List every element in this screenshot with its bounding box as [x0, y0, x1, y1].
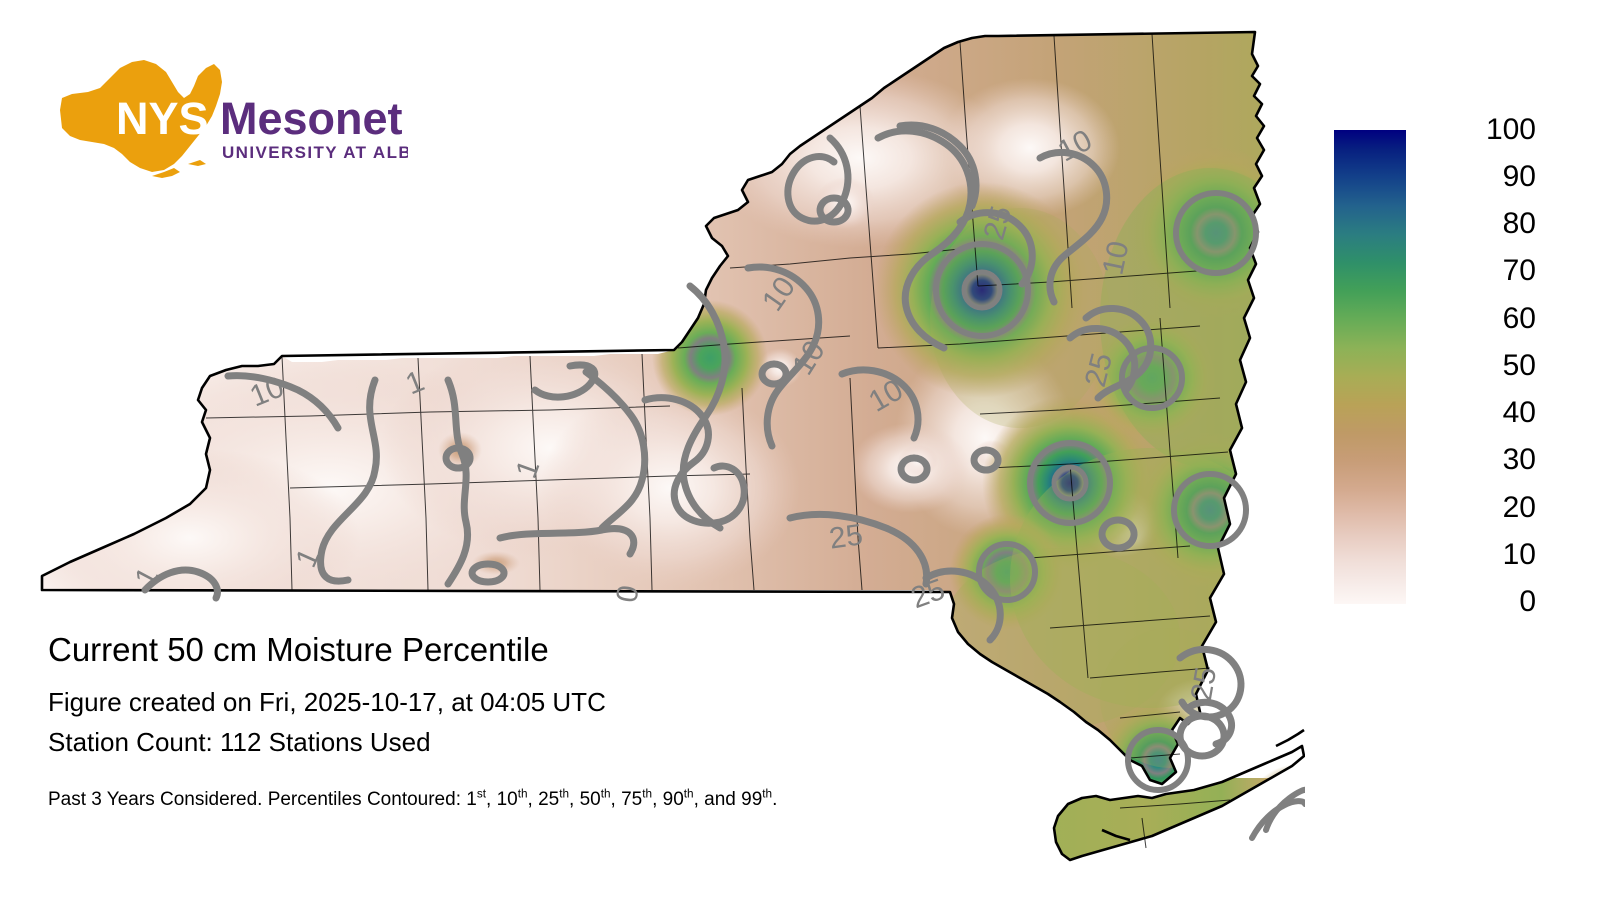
colorbar-tick-20: 20	[1502, 491, 1536, 524]
contour-label-25: 25	[1079, 350, 1119, 390]
logo-state-silhouette	[60, 60, 222, 178]
colorbar-gradient	[1334, 130, 1406, 604]
contour-lines	[141, 121, 1305, 841]
figure-created-timestamp: Figure created on Fri, 2025-10-17, at 04…	[48, 687, 606, 717]
page-title: Current 50 cm Moisture Percentile	[48, 631, 549, 668]
colorbar-tick-40: 40	[1502, 396, 1536, 429]
contour-label-10: 10	[1096, 238, 1135, 278]
contour-label-25: 25	[1185, 665, 1223, 704]
state-outline	[40, 30, 1305, 862]
contour-label-25: 25	[827, 518, 865, 555]
colorbar-tick-60: 60	[1502, 302, 1536, 335]
station-count-text: Station Count: 112 Stations Used	[48, 727, 431, 757]
colorbar-tick-30: 30	[1502, 443, 1536, 476]
nys-mesonet-logo: NYS Mesonet UNIVERSITY AT ALBANY	[48, 58, 408, 183]
moisture-percentile-map: 10 25 10 25 10 10 10 10 1 1 1 1 0 25 25 …	[30, 18, 1305, 888]
colorbar-tick-50: 50	[1502, 349, 1536, 382]
colorbar-tick-100: 100	[1485, 113, 1536, 146]
colorbar-tick-0: 0	[1519, 585, 1536, 618]
contour-footnote: Past 3 Years Considered. Percentiles Con…	[48, 787, 778, 810]
colorbar-tick-70: 70	[1502, 254, 1536, 287]
logo-tagline-text: UNIVERSITY AT ALBANY	[222, 143, 408, 162]
contour-label-0: 0	[610, 583, 645, 605]
colorbar-tick-10: 10	[1502, 538, 1536, 571]
colorbar-tick-90: 90	[1502, 160, 1536, 193]
percentile-colorbar: 100 90 80 70 60 50 40 30 20 10 0	[1334, 113, 1584, 618]
colorbar-tick-labels: 100 90 80 70 60 50 40 30 20 10 0	[1426, 113, 1546, 618]
colorbar-tick-80: 80	[1502, 207, 1536, 240]
logo-mesonet-text: Mesonet	[220, 93, 403, 144]
figure-caption-block: Current 50 cm Moisture Percentile Figure…	[48, 628, 1028, 812]
logo-nys-text: NYS	[116, 93, 209, 144]
